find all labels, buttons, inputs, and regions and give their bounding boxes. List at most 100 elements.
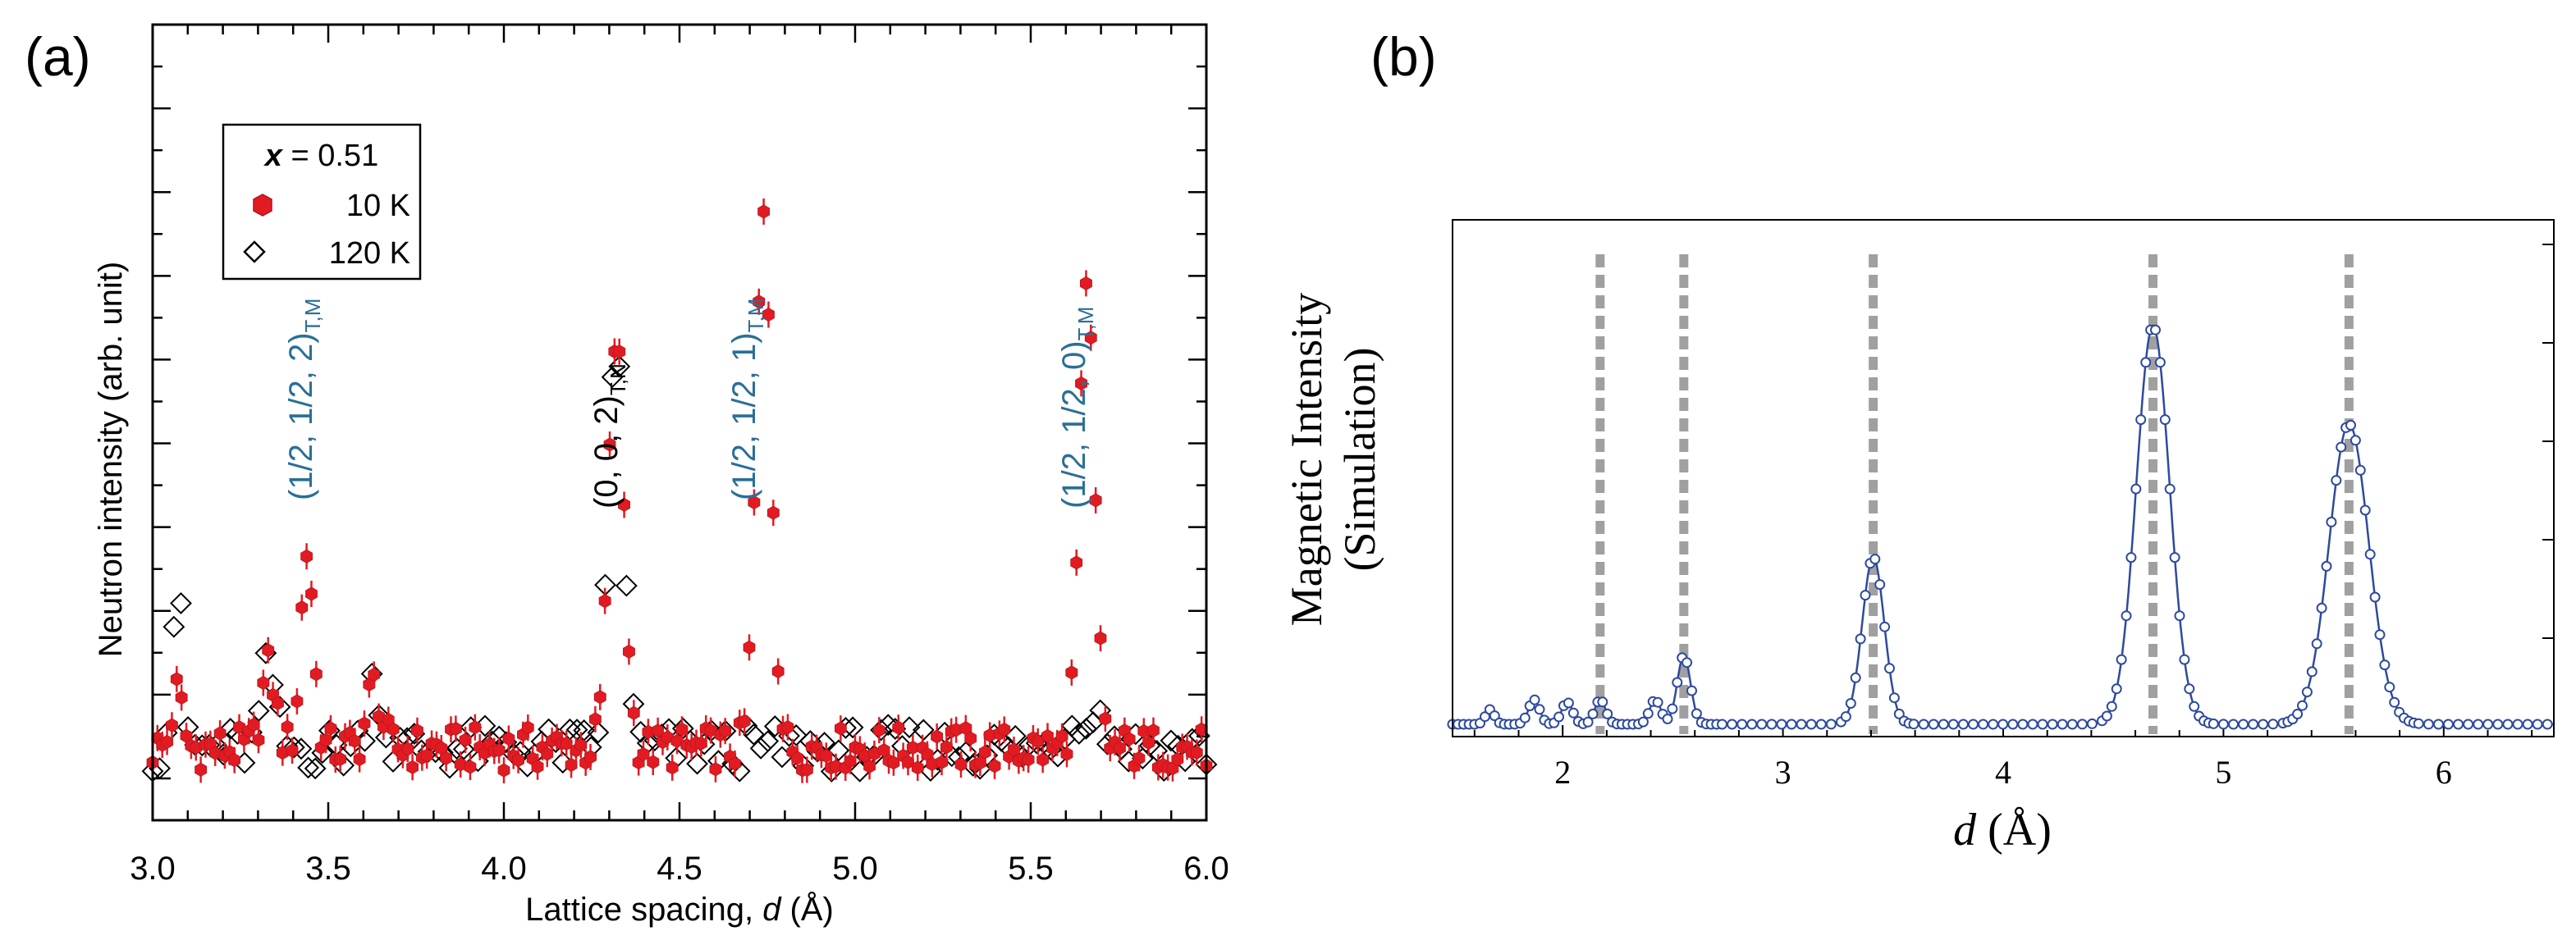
simulation-point	[1815, 719, 1827, 730]
simulation-point	[1681, 657, 1693, 668]
simulation-point	[2532, 719, 2543, 730]
simulation-point	[1563, 697, 1574, 709]
simulation-point	[2345, 419, 2356, 431]
simulation-point	[1686, 685, 1697, 696]
point-120k	[757, 730, 780, 753]
point-120k	[608, 355, 631, 378]
point-10k	[166, 718, 178, 732]
simulation-point	[1786, 719, 1797, 730]
point-10k	[1147, 723, 1160, 738]
point-10k	[497, 763, 510, 778]
point-10k	[175, 690, 188, 705]
legend-title: x = 0.51	[263, 139, 378, 173]
point-10k	[781, 720, 794, 735]
simulation-point	[1529, 694, 1540, 705]
simulation-point	[1874, 579, 1886, 591]
point-120k	[1075, 717, 1097, 740]
simulation-point	[1893, 708, 1905, 719]
simulation-point	[2027, 719, 2038, 730]
simulation-point	[1908, 719, 1919, 730]
point-10k	[623, 644, 635, 659]
simulation-point	[2184, 683, 2195, 695]
simulation-point	[1997, 719, 2009, 730]
panel-a-plot-frame	[151, 23, 1208, 822]
point-120k	[743, 723, 765, 746]
point-10k	[358, 716, 371, 731]
point-10k	[257, 675, 270, 691]
simulation-point	[2130, 483, 2142, 495]
simulation-point	[2311, 638, 2322, 650]
panel-b-plot-frame	[1452, 219, 2555, 737]
point-10k	[1080, 276, 1092, 290]
point-120k	[601, 366, 624, 389]
simulation-point	[2321, 560, 2332, 572]
point-10k	[988, 759, 1001, 773]
simulation-point	[2066, 719, 2078, 730]
simulation-point	[2217, 719, 2229, 730]
simulation-point	[2297, 700, 2308, 711]
point-10k	[647, 755, 660, 769]
simulation-point	[2423, 719, 2434, 730]
simulation-point	[2047, 719, 2058, 730]
point-10k	[324, 721, 337, 736]
legend-marker-120k	[243, 240, 266, 263]
simulation-point	[1845, 698, 1856, 709]
point-10k	[464, 760, 477, 774]
point-10k	[1022, 752, 1035, 767]
simulation-point	[2086, 718, 2098, 729]
point-120k	[170, 592, 192, 614]
point-120k	[749, 737, 772, 760]
point-10k	[492, 743, 506, 758]
point-10k	[286, 743, 299, 758]
simulation-point	[1938, 719, 1949, 730]
point-10k	[1114, 741, 1126, 755]
simulation-point	[1968, 719, 1979, 730]
point-10k	[766, 505, 780, 520]
simulation-point	[2164, 483, 2176, 495]
point-120k	[304, 757, 327, 780]
simulation-point	[2258, 719, 2269, 730]
point-10k	[743, 640, 756, 655]
point-10k	[835, 721, 847, 736]
simulation-point	[2007, 719, 2019, 730]
point-120k	[876, 714, 899, 737]
simulation-point	[2106, 700, 2117, 712]
point-10k	[348, 733, 361, 748]
simulation-point	[2326, 516, 2337, 527]
annotation-half-half-2: (1/2, 1/2, 2)T,M	[283, 299, 325, 500]
simulation-point	[2502, 719, 2514, 730]
point-10k	[334, 751, 347, 766]
panel-a-y-label: Neutron intensity (arb. unit)	[93, 262, 129, 657]
point-10k	[872, 723, 885, 737]
simulation-point	[2301, 687, 2313, 698]
simulation-point	[1717, 719, 1727, 730]
point-10k	[637, 746, 650, 761]
panel-a-data	[141, 198, 1218, 784]
simulation-point	[1519, 712, 1531, 723]
simulation-point	[1667, 703, 1678, 714]
simulation-point	[2111, 683, 2122, 695]
panel-a: (a) Neutron intensity (arb. unit) 3.0 3.5…	[25, 23, 1229, 928]
point-120k	[1068, 723, 1091, 745]
simulation-point	[1850, 672, 1861, 683]
point-10k	[709, 762, 722, 777]
panel-b-x-tick-label: 6	[2436, 754, 2452, 791]
point-10k	[652, 723, 664, 738]
panel-b: (b) Magnetic Intensity (Simulation) 2 3 4 5…	[1282, 26, 2555, 856]
simulation-point	[2306, 666, 2317, 678]
simulation-point	[1553, 711, 1565, 723]
simulation-point	[1691, 708, 1702, 719]
simulation-point	[2482, 719, 2494, 730]
point-10k	[1065, 665, 1078, 680]
simulation-point	[1662, 714, 1673, 724]
point-10k	[228, 753, 241, 768]
simulation-point	[2017, 719, 2029, 730]
legend-label-10k: 10 K	[346, 189, 410, 223]
point-10k	[771, 664, 785, 679]
simulation-point	[2135, 414, 2147, 426]
simulation-point	[2316, 602, 2327, 614]
point-120k	[615, 574, 638, 597]
simulation-point	[1988, 719, 1999, 730]
point-120k	[827, 739, 850, 762]
simulation-point	[2140, 357, 2152, 368]
